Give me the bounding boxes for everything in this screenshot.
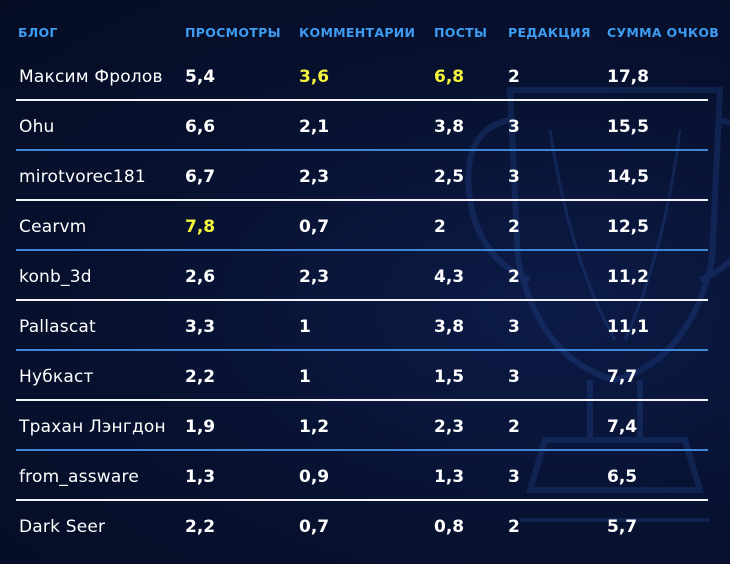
cell-total: 7,4 [607,417,638,437]
cell-editorial: 2 [508,217,520,237]
header-views: ПРОСМОТРЫ [185,25,281,40]
cell-posts: 1,3 [434,467,465,487]
row-divider [16,199,708,201]
cell-blog: mirotvorec181 [19,167,146,187]
cell-total: 12,5 [607,217,649,237]
table-row: Pallascat 3,3 1 3,8 3 11,1 [16,302,708,352]
header-total: СУММА ОЧКОВ [607,25,720,40]
row-divider [16,399,708,401]
cell-blog: Ohu [19,117,55,137]
cell-editorial: 2 [508,517,520,537]
cell-editorial: 2 [508,67,520,87]
cell-posts: 2,5 [434,167,465,187]
row-divider [16,349,708,351]
cell-posts: 2,3 [434,417,465,437]
cell-total: 11,1 [607,317,649,337]
header-editorial: РЕДАКЦИЯ [508,25,591,40]
cell-total: 14,5 [607,167,649,187]
cell-editorial: 3 [508,117,520,137]
cell-blog: Максим Фролов [19,67,163,87]
cell-views: 6,6 [185,117,216,137]
cell-blog: Dark Seer [19,517,106,537]
cell-comments: 2,3 [299,167,330,187]
cell-views: 6,7 [185,167,216,187]
cell-comments: 2,3 [299,267,330,287]
row-divider [16,449,708,451]
header-comments: КОММЕНТАРИИ [299,25,416,40]
row-divider [16,149,708,151]
cell-posts: 0,8 [434,517,465,537]
cell-comments: 1,2 [299,417,330,437]
cell-posts: 6,8 [434,67,465,87]
table-row: Cearvm 7,8 0,7 2 2 12,5 [16,202,708,252]
header-blog: БЛОГ [18,25,58,40]
cell-posts: 3,8 [434,317,465,337]
cell-views: 3,3 [185,317,216,337]
row-divider [16,499,708,501]
cell-blog: konb_3d [19,267,92,287]
cell-views: 1,3 [185,467,216,487]
cell-editorial: 2 [508,417,520,437]
cell-comments: 0,7 [299,217,330,237]
cell-blog: Pallascat [19,317,96,337]
table-row: Нубкаст 2,2 1 1,5 3 7,7 [16,352,708,402]
cell-views: 2,6 [185,267,216,287]
cell-total: 11,2 [607,267,649,287]
row-divider [16,99,708,101]
cell-total: 15,5 [607,117,649,137]
table-row: Dark Seer 2,2 0,7 0,8 2 5,7 [16,502,708,552]
cell-blog: Трахан Лэнгдон [19,417,166,437]
cell-views: 5,4 [185,67,216,87]
cell-comments: 1 [299,367,311,387]
cell-total: 17,8 [607,67,649,87]
cell-editorial: 3 [508,367,520,387]
table-header: БЛОГ ПРОСМОТРЫ КОММЕНТАРИИ ПОСТЫ РЕДАКЦИ… [0,25,730,41]
cell-posts: 4,3 [434,267,465,287]
table-row: Максим Фролов 5,4 3,6 6,8 2 17,8 [16,52,708,102]
cell-editorial: 3 [508,317,520,337]
table-row: from_assware 1,3 0,9 1,3 3 6,5 [16,452,708,502]
cell-comments: 1 [299,317,311,337]
cell-views: 1,9 [185,417,216,437]
cell-comments: 0,9 [299,467,330,487]
row-divider [16,249,708,251]
table-row: konb_3d 2,6 2,3 4,3 2 11,2 [16,252,708,302]
cell-blog: from_assware [19,467,139,487]
cell-total: 6,5 [607,467,638,487]
cell-blog: Cearvm [19,217,87,237]
cell-views: 2,2 [185,517,216,537]
table-row: Трахан Лэнгдон 1,9 1,2 2,3 2 7,4 [16,402,708,452]
cell-views: 7,8 [185,217,216,237]
cell-total: 5,7 [607,517,638,537]
cell-comments: 3,6 [299,67,330,87]
cell-blog: Нубкаст [19,367,94,387]
cell-editorial: 3 [508,167,520,187]
cell-editorial: 2 [508,267,520,287]
row-divider [16,299,708,301]
cell-posts: 2 [434,217,446,237]
table-row: Ohu 6,6 2,1 3,8 3 15,5 [16,102,708,152]
header-posts: ПОСТЫ [434,25,488,40]
table-row: mirotvorec181 6,7 2,3 2,5 3 14,5 [16,152,708,202]
cell-total: 7,7 [607,367,638,387]
cell-comments: 0,7 [299,517,330,537]
cell-posts: 3,8 [434,117,465,137]
cell-views: 2,2 [185,367,216,387]
cell-comments: 2,1 [299,117,330,137]
cell-posts: 1,5 [434,367,465,387]
cell-editorial: 3 [508,467,520,487]
